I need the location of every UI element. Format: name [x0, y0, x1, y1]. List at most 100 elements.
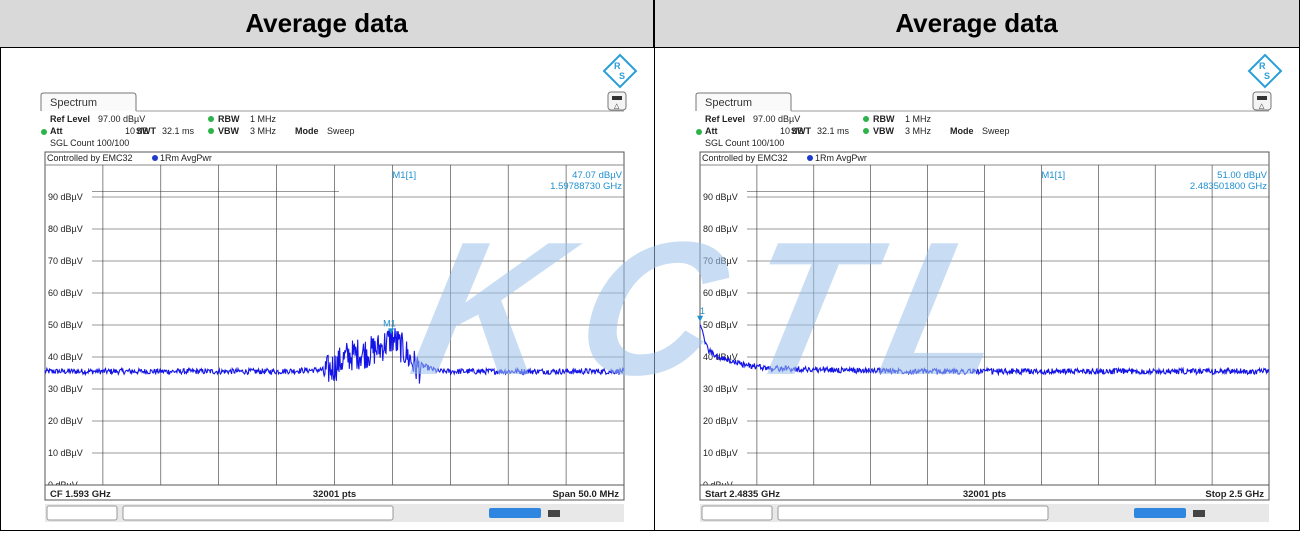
column-divider [654, 0, 655, 531]
att-value: 10 dB [780, 126, 804, 136]
y-tick-label: 10 dBµV [703, 448, 738, 458]
battery-icon: △ [1252, 91, 1272, 111]
vbw-value: 3 MHz [250, 126, 277, 136]
trace1-indicator-icon [807, 155, 813, 161]
footer-right-label: Stop 2.5 GHz [1205, 489, 1264, 500]
att-label: Att [705, 126, 718, 136]
vbw-status-dot [208, 128, 214, 134]
rs-logo-icon: RS [1247, 53, 1283, 89]
spectrum-screen-left: RS △ Spectrum Ref Level 97.00 dBµV Att 10 dBSW… [40, 53, 638, 522]
ref-level-label: Ref Level [50, 114, 90, 124]
ref-level-label: Ref Level [705, 114, 745, 124]
status-indicator-icon [548, 510, 560, 517]
rs-logo-diamond [1247, 53, 1283, 89]
battery-icon-cell [612, 96, 622, 100]
sgl-count: SGL Count 100/100 [705, 138, 784, 148]
marker-m1-arrow [388, 328, 395, 335]
rbw-value: 1 MHz [905, 114, 932, 124]
y-tick-label: 30 dBµV [703, 384, 738, 394]
y-tick-label: 70 dBµV [703, 256, 738, 266]
footer-right-label: Span 50.0 MHz [552, 489, 619, 500]
spectrum-tab[interactable] [695, 92, 792, 111]
att-value: 10 dB [125, 126, 149, 136]
att-label: Att [50, 126, 63, 136]
y-tick-label: 70 dBµV [48, 256, 83, 266]
y-tick-label: 30 dBµV [48, 384, 83, 394]
spectrum-tab-label: Spectrum [705, 97, 752, 109]
vbw-value: 3 MHz [905, 126, 932, 136]
y-tick-label: 50 dBµV [48, 320, 83, 330]
rs-logo-diamond [602, 53, 638, 89]
swt-label: SWT [136, 126, 156, 136]
marker-frequency: 1.59788730 GHz [550, 181, 622, 192]
grid [92, 165, 624, 486]
progress-bar-icon [489, 508, 541, 518]
mode-value: Sweep [327, 126, 355, 136]
progress-bar-icon [1134, 508, 1186, 518]
footer-bar [44, 484, 625, 501]
rs-logo-s: S [619, 71, 625, 81]
status-field-1[interactable] [46, 505, 118, 521]
panel-header-right: Average data [654, 0, 1299, 48]
y-tick-label: 20 dBµV [703, 416, 738, 426]
rbw-label: RBW [873, 114, 895, 124]
marker-name: M1[1] [392, 170, 416, 181]
status-field-2[interactable] [122, 505, 394, 521]
marker-level: 47.07 dBµV [572, 170, 623, 181]
panel-header-left: Average data [0, 0, 654, 48]
rs-logo-icon: RS [602, 53, 638, 89]
marker-m1-tag: 1 [700, 306, 705, 316]
panel-left: R S △ Spectrum Ref Level 97.00 dBµV Att 10 dB SW… [0, 49, 654, 530]
ref-level-value: 97.00 dBµV [98, 114, 145, 124]
rbw-status-dot [208, 116, 214, 122]
trace-label: 1Rm AvgPwr [815, 153, 867, 163]
spectrum-tab[interactable] [40, 92, 137, 111]
trace1-indicator-icon [152, 155, 158, 161]
rs-logo-r: R [614, 61, 621, 71]
battery-icon-delta: △ [1259, 103, 1265, 110]
status-field-2[interactable] [777, 505, 1049, 521]
mode-label: Mode [295, 126, 319, 136]
marker-m1-arrow [697, 315, 704, 322]
marker-m1-tag: M1 [383, 318, 396, 328]
footer-points-label: 32001 pts [963, 489, 1006, 500]
y-tick-label: 90 dBµV [48, 192, 83, 202]
swt-label: SWT [791, 126, 811, 136]
marker-level: 51.00 dBµV [1217, 170, 1268, 181]
controlled-by-label: Controlled by EMC32 [47, 153, 133, 163]
status-indicator-icon [1193, 510, 1205, 517]
status-field-1[interactable] [701, 505, 773, 521]
mode-value: Sweep [982, 126, 1010, 136]
trace-1 [44, 328, 625, 384]
y-tick-label: 90 dBµV [703, 192, 738, 202]
att-status-dot [696, 129, 702, 135]
marker-name: M1[1] [1041, 170, 1065, 181]
trace-1 [699, 324, 1270, 377]
rbw-status-dot [863, 116, 869, 122]
rs-logo-s: S [1264, 71, 1270, 81]
vbw-label: VBW [873, 126, 895, 136]
vbw-label: VBW [218, 126, 240, 136]
battery-icon: △ [607, 91, 627, 111]
battery-icon-delta: △ [614, 103, 620, 110]
footer-left-label: Start 2.4835 GHz [705, 489, 780, 500]
mode-label: Mode [950, 126, 974, 136]
swt-value: 32.1 ms [162, 126, 195, 136]
footer-left-label: CF 1.593 GHz [50, 489, 111, 500]
spectrum-screen-right: RS △ Spectrum Ref Level 97.00 dBµV Att 10 dBSW… [695, 53, 1283, 522]
ref-level-value: 97.00 dBµV [753, 114, 800, 124]
status-bar [45, 504, 624, 522]
y-tick-label: 60 dBµV [48, 288, 83, 298]
y-tick-label: 60 dBµV [703, 288, 738, 298]
sgl-count: SGL Count 100/100 [50, 138, 129, 148]
rbw-value: 1 MHz [250, 114, 277, 124]
swt-value: 32.1 ms [817, 126, 850, 136]
y-tick-label: 80 dBµV [48, 224, 83, 234]
panel-right: R S △ Spectrum Ref Level 97.00 dBµV Att 10 dB SW… [655, 49, 1299, 530]
spectrum-tab-label: Spectrum [50, 97, 97, 109]
footer-points-label: 32001 pts [313, 489, 356, 500]
footer-bar [699, 484, 1270, 501]
y-tick-label: 40 dBµV [703, 352, 738, 362]
att-status-dot [41, 129, 47, 135]
controlled-by-label: Controlled by EMC32 [702, 153, 788, 163]
